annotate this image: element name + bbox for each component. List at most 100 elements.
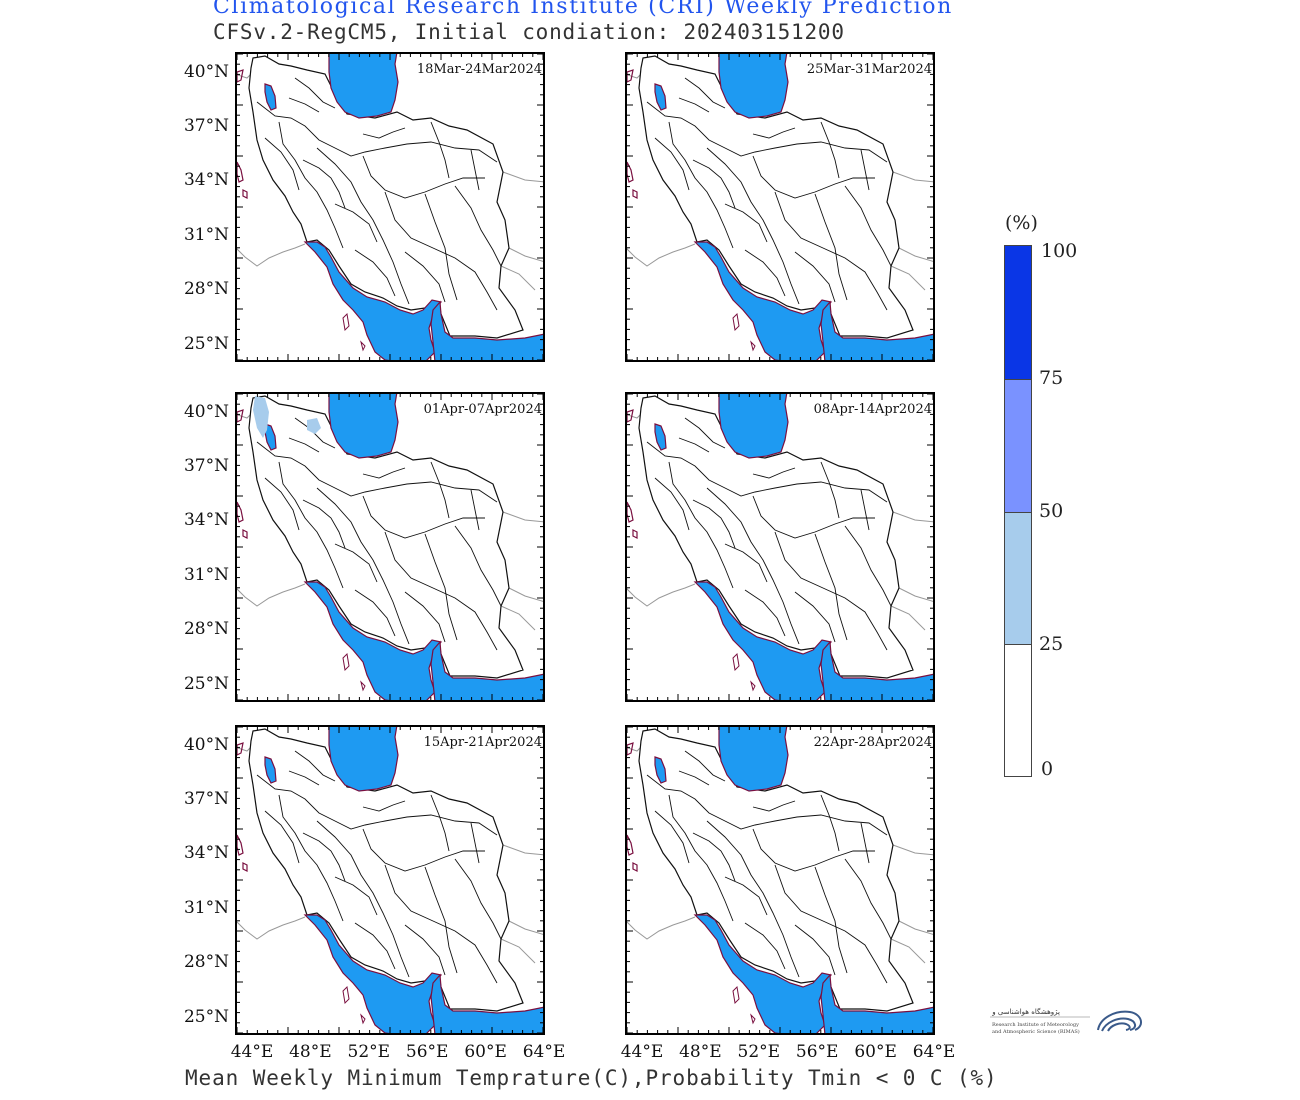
province-boundary [744,249,786,297]
lake-urmia [264,756,277,784]
tick-marks [237,394,543,700]
province-boundary [404,591,446,643]
lake-outline [237,742,244,756]
province-boundary [302,832,346,882]
province-boundary [316,147,410,305]
latitude-label: 34°N [183,510,229,530]
persian-gulf [693,241,833,360]
island [732,985,740,1005]
province-boundary [744,589,786,637]
province-boundary [752,155,875,199]
province-boundary [860,489,870,531]
probability-25-50-area [307,418,321,434]
province-boundary [334,203,378,243]
province-boundary [294,417,336,449]
neighbor-border [890,938,926,964]
neighbor-border [892,171,933,183]
neighbor-border [237,916,306,940]
province-boundary [752,495,875,539]
colorbar-label-50: 50 [1039,500,1064,522]
province-boundary [404,251,446,303]
province-boundary [454,185,502,267]
province-boundary [668,794,734,922]
latitude-label: 31°N [183,565,229,585]
gulf-of-oman [430,973,543,1033]
province-boundary [844,185,892,267]
longitude-label: 56°E [405,1042,449,1062]
province-boundary [752,828,875,872]
gulf-of-oman [820,973,933,1033]
neighbor-border [898,587,933,602]
province-boundary [424,533,458,641]
caspian-sea [328,394,399,459]
latitude-label: 34°N [183,843,229,863]
tick-marks [627,727,933,1033]
map-caption: Mean Weekly Minimum Temprature(C),Probab… [185,1066,998,1090]
island [360,340,366,352]
rimas-logo: پژوهشگاه هواشناسی و علوم جو Research Ins… [964,1000,1150,1040]
lake-outline [627,834,634,856]
latitude-label: 40°N [183,735,229,755]
lake-outline [237,69,244,83]
latitude-label: 28°N [183,279,229,299]
week-label: 08Apr-14Apr2024 [812,402,933,417]
province-boundary [454,525,502,607]
province-boundary [654,810,690,864]
caspian-sea [328,54,399,119]
neighbor-border [508,920,543,935]
probability-colorbar [1004,245,1032,777]
neighbor-border [892,511,933,523]
island [360,680,366,692]
neighbor-border [237,243,306,267]
province-boundary [256,441,498,503]
logo-swirl-icon [1097,1010,1142,1032]
caspian-sea [328,727,399,792]
tick-marks [627,54,933,360]
neighbor-border [890,265,926,291]
neighbor-border [502,171,543,183]
province-boundary [288,770,320,786]
neighbor-border [500,605,536,631]
latitude-label: 25°N [183,674,229,694]
map-subtitle: CFSv.2-RegCM5, Initial condiation: 20240… [213,20,845,44]
lake-outline [242,189,248,199]
lake-urmia [264,83,277,111]
province-boundary [724,203,768,243]
province-boundary [404,924,446,976]
lake-outline [627,501,634,523]
province-boundary [354,589,396,637]
province-boundary [430,461,450,519]
persian-gulf [303,241,443,360]
province-boundary [678,97,710,113]
island [342,652,350,672]
colorbar-label-100: 100 [1041,240,1078,262]
province-boundary [470,489,480,531]
province-boundary [774,531,888,651]
persian-gulf [693,581,833,700]
neighbor-border [508,587,543,602]
province-boundary [278,794,344,922]
province-boundary [668,121,734,249]
caspian-sea [718,54,789,119]
province-boundary [278,121,344,249]
longitude-label: 48°E [289,1042,332,1062]
map-canvas [237,727,543,1033]
tick-marks [237,727,543,1033]
lake-outline [632,529,638,539]
province-boundary [256,101,498,163]
longitude-label: 56°E [795,1042,839,1062]
province-boundary [692,159,736,209]
lake-outline [627,409,634,423]
week-label: 01Apr-07Apr2024 [422,402,543,417]
lake-urmia [654,756,667,784]
island [342,985,350,1005]
colorbar-segment-75-100 [1005,246,1031,379]
persian-gulf [303,914,443,1033]
province-boundary [424,193,458,301]
longitude-label: 48°E [679,1042,722,1062]
province-boundary [294,77,336,109]
lake-urmia [654,423,667,451]
tick-marks [627,394,933,700]
logo-text-fa: پژوهشگاه هواشناسی و علوم جو [990,1007,1060,1016]
province-boundary [752,127,796,139]
